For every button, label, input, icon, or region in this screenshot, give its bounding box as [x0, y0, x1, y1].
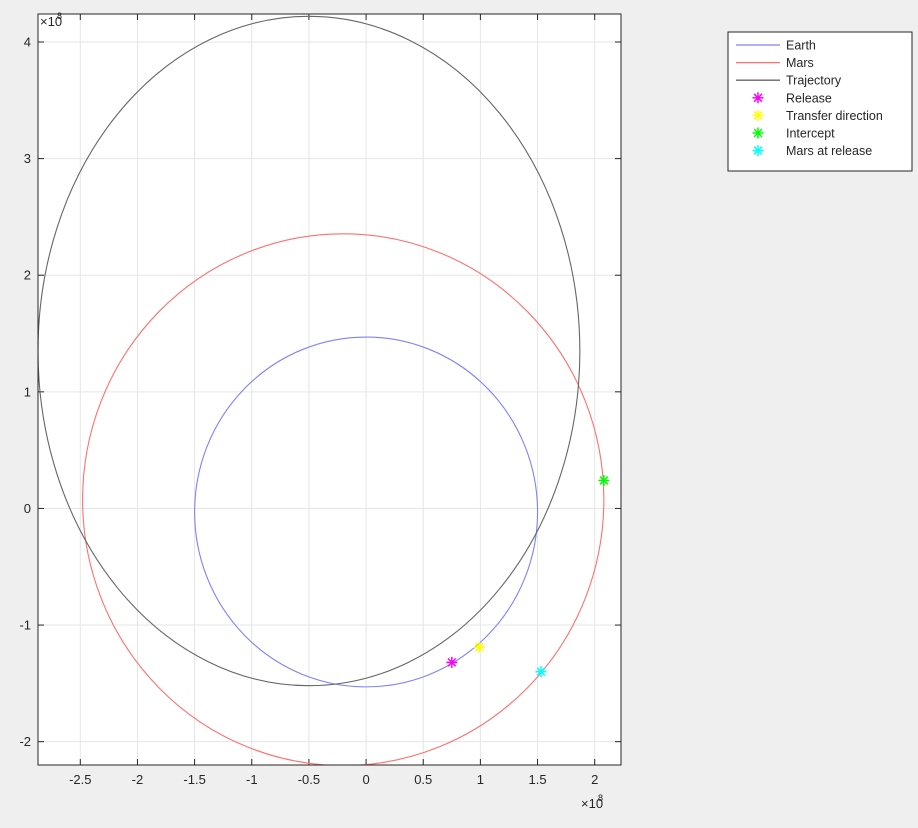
x-tick-label: 2 — [591, 772, 598, 787]
markers — [446, 474, 610, 678]
y-tick-labels: -2 -1 0 1 2 3 4 — [19, 34, 31, 749]
x-tick-label: 0.5 — [414, 772, 432, 787]
earth-orbit — [194, 336, 539, 688]
mars-orbit — [82, 233, 605, 765]
y-tick-label: 1 — [24, 384, 31, 399]
legend-label-earth: Earth — [786, 39, 816, 53]
svg-text:8: 8 — [598, 793, 603, 803]
x-tick-label: -2.5 — [69, 772, 91, 787]
legend-label-mars: Mars — [786, 56, 814, 70]
legend-swatch-release — [752, 92, 764, 104]
axes-box — [37, 13, 622, 766]
svg-text:×10: ×10 — [40, 14, 62, 29]
legend-swatch-transfer-direction — [752, 109, 764, 121]
svg-text:8: 8 — [57, 11, 62, 21]
legend[interactable]: Earth Mars Trajectory Release Transfer direc… — [727, 31, 913, 172]
legend-label-release: Release — [786, 91, 832, 105]
y-tick-label: -1 — [19, 618, 31, 633]
legend-label-mars-at-release: Mars at release — [786, 144, 872, 158]
y-tick-label: 3 — [24, 151, 31, 166]
x-tick-label: -1.5 — [183, 772, 205, 787]
x-tick-label: -0.5 — [298, 772, 320, 787]
x-tick-label: -1 — [246, 772, 258, 787]
grid — [38, 14, 621, 765]
x-tick-label: -2 — [132, 772, 144, 787]
y-tick-label: 2 — [24, 268, 31, 283]
legend-label-trajectory: Trajectory — [786, 74, 842, 88]
y-tick-label: 0 — [24, 501, 31, 516]
y-exponent-label: ×10 8 — [40, 11, 62, 29]
legend-swatch-mars-at-release — [752, 145, 764, 157]
release-marker — [446, 656, 458, 668]
curves — [38, 15, 605, 765]
x-tick-labels: -2.5 -2 -1.5 -1 -0.5 0 0.5 1 1.5 2 — [69, 772, 598, 787]
legend-label-transfer-direction: Transfer direction — [786, 109, 883, 123]
transfer-direction-marker — [473, 641, 485, 653]
x-tick-label: 1 — [477, 772, 484, 787]
plot-area — [38, 14, 621, 765]
svg-text:×10: ×10 — [581, 796, 603, 811]
x-tick-label: 0 — [362, 772, 369, 787]
y-tick-label: 4 — [24, 34, 31, 49]
mars-at-release-marker — [535, 666, 547, 678]
y-tick-label: -2 — [19, 734, 31, 749]
trajectory-orbit — [38, 15, 581, 687]
intercept-marker — [598, 474, 610, 486]
x-exponent-label: ×10 8 — [581, 793, 603, 811]
legend-label-intercept: Intercept — [786, 127, 835, 141]
legend-swatch-intercept — [752, 127, 764, 139]
x-tick-label: 1.5 — [529, 772, 547, 787]
